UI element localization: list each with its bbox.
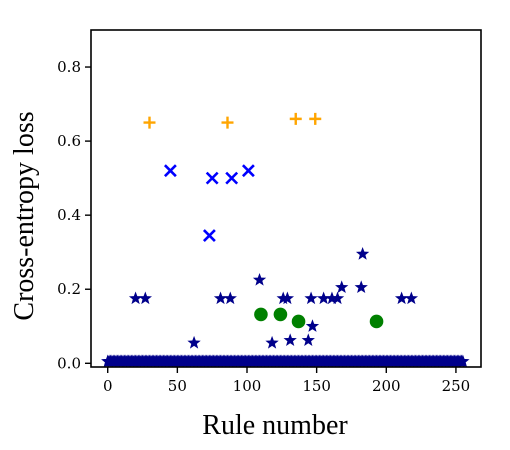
- ticks-layer: 0 50 100 150 200 250 0.0 0.2 0.4 0.6 0.8: [57, 58, 470, 395]
- circle-point: [369, 314, 384, 329]
- y-tick-label: 0.4: [57, 206, 81, 224]
- x-point: [163, 164, 177, 178]
- star-point: [128, 291, 143, 305]
- star-point: [404, 291, 419, 305]
- x-tick-label: 50: [168, 377, 187, 395]
- circle-point: [291, 314, 306, 329]
- x-tick-label: 0: [103, 377, 113, 395]
- star-point: [252, 272, 267, 286]
- y-tick-label: 0.8: [57, 58, 81, 76]
- y-tick-label: 0.6: [57, 132, 81, 150]
- x-point: [225, 171, 239, 185]
- x-point: [202, 229, 216, 242]
- star-point: [305, 319, 320, 332]
- y-tick-label: 0.0: [57, 354, 81, 372]
- plus-point: [221, 116, 234, 129]
- plot-frame: [90, 29, 482, 368]
- star-point: [354, 280, 368, 294]
- y-axis-title: Cross-entropy loss: [9, 111, 40, 320]
- x-tick-label: 150: [302, 377, 331, 395]
- baseline-star-point: [456, 354, 470, 368]
- x-point: [205, 171, 219, 185]
- star-point: [355, 247, 370, 260]
- star-point: [304, 291, 318, 305]
- star-point: [394, 291, 409, 305]
- x-tick-label: 250: [442, 377, 471, 395]
- plus-point: [309, 112, 322, 125]
- plus-point: [289, 112, 302, 125]
- x-point: [241, 164, 255, 178]
- star-point: [283, 333, 297, 346]
- star-point: [223, 291, 237, 305]
- circle-point: [273, 307, 288, 322]
- star-point: [330, 291, 345, 305]
- star-point: [280, 291, 295, 305]
- star-point: [316, 291, 331, 305]
- plus-point: [143, 116, 156, 129]
- star-point: [301, 333, 315, 346]
- y-tick-label: 0.2: [57, 280, 81, 298]
- star-point: [138, 291, 152, 305]
- x-axis-title: Rule number: [202, 410, 348, 441]
- star-point: [325, 291, 339, 305]
- circle-point: [254, 307, 268, 322]
- star-point: [213, 291, 228, 305]
- x-tick-label: 100: [233, 377, 262, 395]
- marks-layer: [101, 112, 470, 368]
- x-tick-label: 200: [372, 377, 401, 395]
- star-point: [187, 335, 201, 349]
- star-point: [335, 280, 349, 294]
- star-point: [265, 335, 279, 349]
